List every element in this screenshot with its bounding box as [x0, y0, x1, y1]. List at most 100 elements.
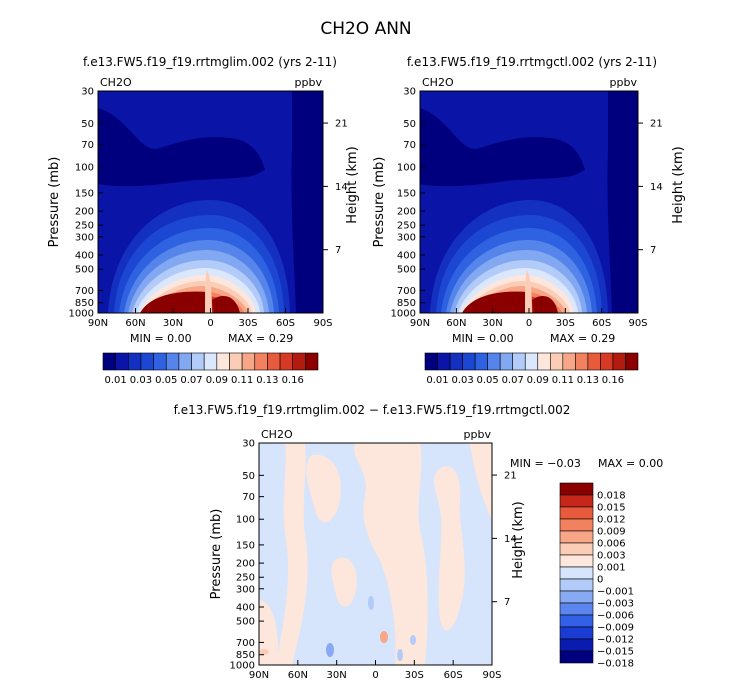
colorbar-swatch	[559, 542, 594, 556]
colorbar-label: 0.012	[597, 515, 626, 526]
colorbar-swatch	[559, 638, 594, 652]
y-tick-label: 250	[236, 573, 255, 584]
positive-region-7	[259, 600, 279, 665]
panel-lim-max: MAX = 0.29	[228, 332, 293, 345]
panel-lim-min: MIN = 0.00	[130, 332, 192, 345]
y-tick-label: 50	[403, 119, 416, 130]
colorbar-label: 0.01	[105, 375, 127, 386]
x-tick-label: 30S	[405, 670, 424, 681]
y-right-tick-label: 21	[650, 119, 663, 130]
colorbar-swatch	[512, 352, 526, 371]
positive-region-6	[331, 557, 357, 607]
colorbar-swatch	[559, 650, 594, 664]
y-tick-label: 700	[236, 638, 255, 649]
colorbar-swatch	[600, 352, 614, 371]
y-tick-label: 250	[397, 221, 416, 232]
y-tick-label: 150	[75, 188, 94, 199]
positive-spot-2	[259, 649, 269, 655]
colorbar-swatch	[178, 352, 192, 371]
colorbar-swatch	[559, 602, 594, 616]
figure-title: CH2O ANN	[320, 19, 411, 39]
colorbar-swatch	[559, 530, 594, 544]
colorbar-swatch	[559, 554, 594, 568]
y-tick-label: 1000	[69, 309, 94, 320]
y-right-tick-label: 7	[650, 245, 656, 256]
y-tick-label: 30	[81, 87, 94, 98]
colorbar-label: −0.001	[597, 587, 634, 598]
x-tick-label: 30N	[483, 318, 503, 329]
x-tick-label: 90S	[628, 318, 647, 329]
colorbar-label: 0.07	[502, 375, 524, 386]
colorbar-label: 0.05	[155, 375, 177, 386]
colorbar-swatch	[587, 352, 601, 371]
colorbar-label: 0.13	[577, 375, 599, 386]
colorbar-label: −0.003	[597, 599, 634, 610]
panel-ctl-min: MIN = 0.00	[452, 332, 514, 345]
panel-ctl-x-axis: 90N 60N 30N 0 30S 60S 90S	[410, 308, 648, 329]
positive-region-5	[470, 443, 492, 520]
positive-spot-1	[380, 631, 388, 643]
colorbar-swatch	[559, 566, 594, 580]
colorbar-label: 0.13	[256, 375, 278, 386]
colorbar-label: 0.07	[180, 375, 202, 386]
panel-ctl-y-right-axis: 21 14 7	[638, 119, 663, 256]
x-tick-label: 0	[372, 670, 378, 681]
panel-ctl-field	[420, 91, 638, 313]
colorbar-label: 0.11	[552, 375, 574, 386]
panel-lim-field	[98, 91, 323, 313]
colorbar-swatch	[140, 352, 154, 371]
contour-level-15	[140, 291, 240, 313]
positive-region-3	[354, 443, 428, 665]
panel-lim-units: ppbv	[295, 76, 323, 89]
panel-diff-colorbar: 0.0180.0150.0120.0090.0060.0030.0010−0.0…	[559, 482, 634, 670]
x-tick-label: 60N	[125, 318, 145, 329]
panel-diff-title: f.e13.FW5.f19_f19.rrtmglim.002 − f.e13.F…	[174, 403, 571, 417]
panel-ctl-variable: CH2O	[422, 76, 454, 89]
colorbar-label: 0.09	[206, 375, 228, 386]
panel-diff-x-axis: 90N 60N 30N 0 30S 60S 90S	[249, 660, 502, 681]
x-tick-label: 60N	[288, 670, 308, 681]
x-tick-label: 0	[526, 318, 532, 329]
colorbar-swatch	[102, 352, 116, 371]
y-tick-label: 700	[397, 286, 416, 297]
colorbar-swatch	[559, 578, 594, 592]
contour-level-1b	[607, 91, 638, 313]
panel-ctl-title: f.e13.FW5.f19_f19.rrtmgctl.002 (yrs 2-11…	[407, 55, 657, 69]
panel-diff-field	[259, 443, 492, 665]
colorbar-swatch	[437, 352, 451, 371]
colorbar-swatch	[229, 352, 243, 371]
y-right-tick-label: 14	[650, 182, 663, 193]
colorbar-swatch	[254, 352, 268, 371]
colorbar-swatch	[279, 352, 294, 371]
y-tick-label: 300	[236, 584, 255, 595]
y-tick-label: 200	[236, 559, 255, 570]
y-tick-label: 500	[397, 265, 416, 276]
colorbar-label: −0.018	[597, 659, 634, 670]
colorbar-label: 0.018	[597, 491, 626, 502]
colorbar-swatch	[487, 352, 501, 371]
colorbar-label: 0.09	[527, 375, 549, 386]
y-right-tick-label: 7	[504, 597, 510, 608]
x-tick-label: 30S	[238, 318, 257, 329]
colorbar-label: −0.006	[597, 611, 634, 622]
panel-ctl-colorbar: 0.01 0.03 0.05 0.07 0.09 0.11 0.13 0.16	[424, 352, 639, 386]
colorbar-label: 0.003	[597, 551, 626, 562]
x-tick-label: 60N	[446, 318, 466, 329]
x-tick-label: 90S	[313, 318, 332, 329]
negative-spot-3	[397, 649, 403, 661]
panel-diff-min: MIN = −0.03	[510, 457, 581, 470]
y-tick-label: 400	[397, 250, 416, 261]
panel-diff-max: MAX = 0.00	[598, 457, 663, 470]
contour-level-15	[462, 291, 558, 313]
notch	[525, 270, 532, 313]
x-tick-label: 90S	[482, 670, 501, 681]
y-tick-label: 100	[236, 515, 255, 526]
panel-diff-y-right-axis: 21 14 7	[492, 471, 517, 608]
colorbar-swatch	[537, 352, 551, 371]
y-right-tick-label: 14	[335, 182, 348, 193]
x-tick-label: 90N	[249, 670, 269, 681]
y-tick-label: 400	[236, 602, 255, 613]
colorbar-swatch	[115, 352, 129, 371]
